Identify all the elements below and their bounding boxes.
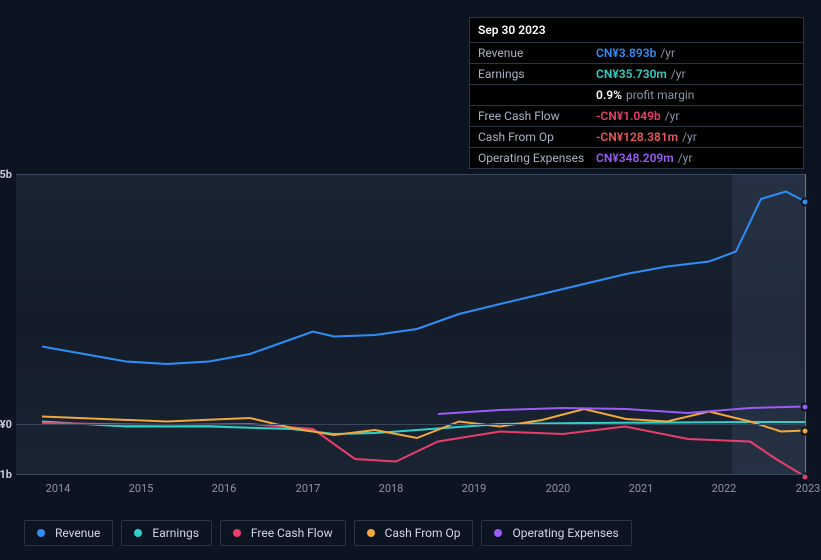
tooltip-value: CN¥348.209m — [596, 152, 674, 164]
legend-item-revenue[interactable]: Revenue — [24, 520, 113, 546]
tooltip-value: CN¥35.730m — [596, 68, 667, 80]
tooltip-value: 0.9% — [596, 89, 622, 101]
tooltip-label: Revenue — [478, 47, 596, 59]
y-axis-label: CN¥5b — [0, 168, 12, 181]
legend-dot — [233, 529, 241, 537]
gridline — [16, 174, 805, 175]
x-axis-label: 2021 — [629, 482, 654, 495]
tooltip-suffix: /yr — [671, 68, 686, 80]
gridline — [16, 474, 805, 475]
legend-item-cash-from-op[interactable]: Cash From Op — [354, 520, 474, 546]
tooltip-suffix: /yr — [678, 152, 693, 164]
legend-item-free-cash-flow[interactable]: Free Cash Flow — [220, 520, 346, 546]
x-axis-label: 2020 — [546, 482, 571, 495]
legend-label: Cash From Op — [385, 526, 461, 540]
x-axis-label: 2022 — [712, 482, 737, 495]
x-axis-label: 2016 — [212, 482, 237, 495]
y-axis-label: CN¥0 — [0, 418, 12, 431]
chart-legend: Revenue Earnings Free Cash Flow Cash From O… — [24, 520, 632, 546]
legend-label: Earnings — [152, 526, 199, 540]
tooltip-label: Free Cash Flow — [478, 110, 596, 122]
y-axis-label: -CN¥1b — [0, 468, 12, 481]
x-axis-label: 2014 — [46, 482, 71, 495]
series-marker — [801, 426, 810, 435]
x-axis-label: 2018 — [379, 482, 404, 495]
tooltip-row: 0.9% profit margin — [470, 85, 803, 106]
chart-plot[interactable] — [16, 174, 805, 474]
series-marker — [801, 402, 810, 411]
tooltip-row: Cash From Op-CN¥128.381m/yr — [470, 127, 803, 148]
tooltip-value: -CN¥1.049b — [596, 110, 661, 122]
tooltip-suffix: /yr — [665, 110, 680, 122]
tooltip-row: Operating ExpensesCN¥348.209m/yr — [470, 148, 803, 168]
tooltip-suffix: profit margin — [626, 89, 694, 101]
tooltip-row: Free Cash Flow-CN¥1.049b/yr — [470, 106, 803, 127]
legend-dot — [367, 529, 375, 537]
series-marker — [801, 197, 810, 206]
series-revenue — [42, 192, 805, 365]
x-axis-label: 2015 — [129, 482, 154, 495]
tooltip-date: Sep 30 2023 — [470, 18, 803, 43]
tooltip-suffix: /yr — [660, 47, 675, 59]
tooltip-label — [478, 89, 596, 101]
x-axis-label: 2023 — [796, 482, 821, 495]
chart-lines — [16, 174, 805, 474]
tooltip-suffix: /yr — [682, 131, 697, 143]
tooltip-value: CN¥3.893b — [596, 47, 656, 59]
tooltip-value: -CN¥128.381m — [596, 131, 678, 143]
legend-label: Free Cash Flow — [251, 526, 333, 540]
series-operating-expenses — [438, 407, 805, 415]
tooltip-row: RevenueCN¥3.893b/yr — [470, 43, 803, 64]
tooltip-row: EarningsCN¥35.730m/yr — [470, 64, 803, 85]
tooltip-label: Earnings — [478, 68, 596, 80]
legend-item-operating-expenses[interactable]: Operating Expenses — [481, 520, 631, 546]
legend-label: Operating Expenses — [512, 526, 618, 540]
legend-label: Revenue — [55, 526, 100, 540]
chart-tooltip: Sep 30 2023 RevenueCN¥3.893b/yrEarningsC… — [469, 17, 804, 169]
legend-item-earnings[interactable]: Earnings — [121, 520, 212, 546]
x-axis-label: 2019 — [462, 482, 487, 495]
series-free-cash-flow — [42, 423, 805, 474]
tooltip-label: Operating Expenses — [478, 152, 596, 164]
legend-dot — [134, 529, 142, 537]
legend-dot — [494, 529, 502, 537]
x-axis-label: 2017 — [296, 482, 321, 495]
tooltip-label: Cash From Op — [478, 131, 596, 143]
gridline — [16, 424, 805, 425]
x-axis: 2014201520162017201820192020202120222023 — [16, 482, 805, 496]
legend-dot — [37, 529, 45, 537]
chart-area: CN¥5bCN¥0-CN¥1b 201420152016201720182019… — [16, 160, 805, 480]
